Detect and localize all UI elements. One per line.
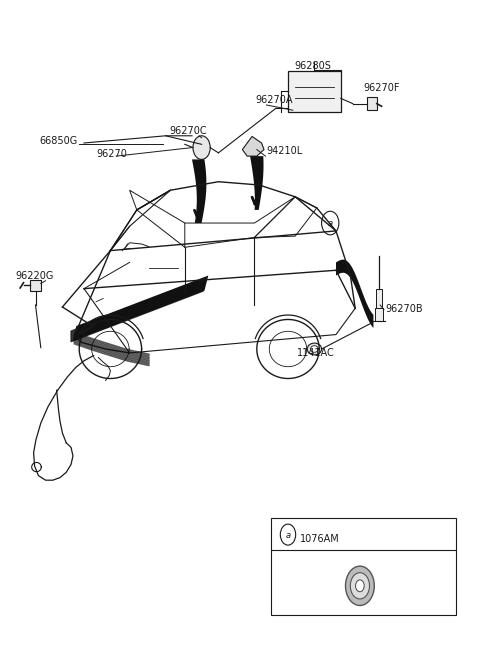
Bar bbox=[288, 71, 341, 112]
Bar bbox=[30, 280, 41, 291]
Polygon shape bbox=[242, 136, 264, 156]
Circle shape bbox=[350, 573, 370, 599]
Ellipse shape bbox=[311, 346, 318, 352]
Circle shape bbox=[280, 524, 296, 545]
Text: 1141AC: 1141AC bbox=[297, 348, 335, 358]
Polygon shape bbox=[250, 156, 264, 210]
Circle shape bbox=[193, 136, 210, 159]
Text: 96270A: 96270A bbox=[256, 95, 293, 105]
Circle shape bbox=[346, 566, 374, 605]
Text: 1076AM: 1076AM bbox=[300, 534, 340, 544]
Bar bbox=[376, 289, 382, 308]
Circle shape bbox=[356, 580, 364, 592]
Ellipse shape bbox=[307, 343, 322, 355]
Text: 96280S: 96280S bbox=[294, 61, 331, 71]
Text: 96270C: 96270C bbox=[169, 126, 207, 136]
Text: 94210L: 94210L bbox=[266, 146, 303, 156]
Bar bbox=[271, 518, 456, 615]
Text: a: a bbox=[328, 218, 333, 228]
Circle shape bbox=[322, 211, 339, 235]
Polygon shape bbox=[72, 276, 208, 341]
Polygon shape bbox=[336, 260, 373, 328]
Text: 96270B: 96270B bbox=[385, 304, 423, 314]
Bar bbox=[375, 308, 383, 321]
Text: 96270F: 96270F bbox=[364, 83, 400, 93]
Text: 96270: 96270 bbox=[96, 149, 127, 159]
Polygon shape bbox=[192, 159, 206, 223]
Text: 96220G: 96220G bbox=[15, 271, 54, 281]
Text: 66850G: 66850G bbox=[40, 136, 78, 146]
Bar bbox=[367, 97, 377, 110]
Text: a: a bbox=[286, 531, 290, 540]
